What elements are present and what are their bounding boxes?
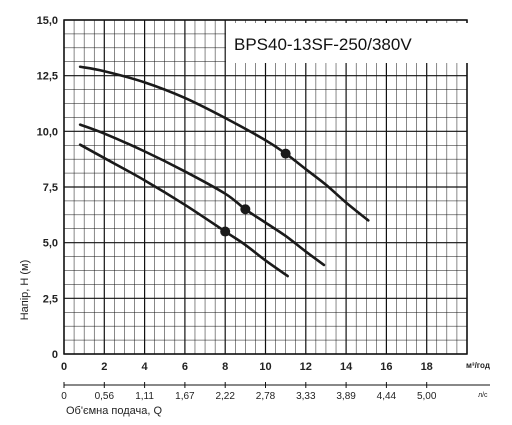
x-axis-label: Об'ємна подача, Q [66,405,162,417]
y-tick-label: 0 [52,349,58,361]
x-unit-label: м³/год [466,361,490,370]
x2-tick-label: 0,56 [95,391,115,402]
x-tick-label: 4 [142,361,149,373]
x2-tick-label: 1,11 [135,391,154,402]
operating-point-3 [220,226,231,237]
x2-tick-label: 2,78 [256,391,276,402]
x-tick-label: 16 [380,361,392,373]
title-box [226,23,472,63]
x2-tick-label: 2,22 [215,391,235,402]
x2-tick-label: 3,33 [296,391,316,402]
y-tick-labels: 0 2,5 5,0 7,5 10,0 12,5 15,0 [37,15,58,361]
x-tick-labels: 0 2 4 6 8 10 12 14 16 18 [61,361,433,373]
y-tick-label: 15,0 [37,15,58,27]
curves [78,65,370,278]
markers [220,148,291,237]
x2-tick-labels: 0 0,56 1,11 1,67 2,22 2,78 3,33 3,89 4,44 5,00 [61,382,437,402]
x-tick-label: 6 [182,361,188,373]
y-tick-label: 12,5 [37,71,58,83]
operating-point-1 [280,148,291,159]
x-tick-label: 8 [222,361,228,373]
x-tick-label: 14 [340,361,353,373]
chart-title: BPS40-13SF-250/380V [234,35,412,54]
y-tick-label: 2,5 [43,293,58,305]
x2-tick-label: 1,67 [175,391,195,402]
pump-curve-2 [78,123,326,267]
x-tick-label: 18 [421,361,433,373]
pump-curve-3 [78,143,289,278]
plot-frame [63,19,468,355]
x2-tick-label: 3,89 [336,391,356,402]
x-tick-label: 12 [300,361,312,373]
pump-curve-1 [78,65,370,222]
x2-tick-label: 5,00 [417,391,437,402]
x2-tick-label: 4,44 [377,391,397,402]
y-tick-label: 10,0 [37,126,58,138]
x-tick-label: 2 [101,361,107,373]
y-tick-label: 7,5 [43,182,58,194]
x-tick-label: 10 [259,361,271,373]
x2-unit-label: л/с [478,392,488,399]
operating-point-2 [240,204,251,215]
x2-tick-label: 0 [61,391,67,402]
y-axis-label: Напір, H (м) [19,260,31,321]
y-tick-label: 5,0 [43,238,58,250]
x-tick-label: 0 [61,361,67,373]
